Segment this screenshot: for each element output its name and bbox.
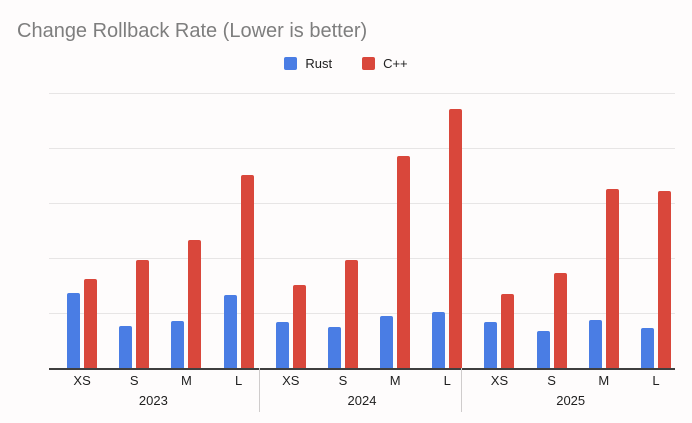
x-axis-size-labels: XS S M L XS S M L XS S M L	[49, 373, 675, 389]
legend-label: C++	[383, 56, 408, 71]
x-tick-label-2025-s: S	[547, 373, 556, 388]
legend-item-cpp[interactable]: C++	[362, 56, 408, 71]
bar-rust-2024-m	[380, 316, 394, 368]
bar-group-2023-s	[101, 93, 153, 368]
x-year-label-2023: 2023	[138, 393, 168, 408]
bar-cpp-2024-s	[344, 260, 358, 368]
bar-group-2025-xs	[466, 93, 518, 368]
bar-group-2025-l	[623, 93, 675, 368]
bar-rust-2024-l	[432, 312, 446, 368]
legend: Rust C++	[0, 56, 692, 71]
bar-cpp-2025-xs	[501, 294, 515, 368]
x-tick-label-2024-xs: XS	[282, 373, 300, 388]
legend-swatch-icon	[284, 57, 298, 70]
bar-group-2024-xs	[258, 93, 310, 368]
bar-cpp-2023-xs	[84, 279, 98, 368]
year-group-separator	[461, 368, 462, 412]
bar-cpp-2025-l	[657, 191, 671, 368]
x-tick-label-2024-m: M	[389, 373, 401, 388]
x-tick-label-2023-m: M	[181, 373, 192, 388]
bar-group-2024-m	[362, 93, 414, 368]
year-group-separator	[259, 368, 260, 412]
bar-group-2024-l	[414, 93, 466, 368]
bar-rust-2023-l	[223, 295, 237, 368]
legend-item-rust[interactable]: Rust	[284, 56, 332, 71]
bar-cpp-2023-l	[240, 175, 254, 368]
gridline	[49, 148, 675, 149]
x-tick-label-2024-s: S	[338, 373, 348, 388]
x-tick-label-2025-m: M	[598, 373, 610, 388]
bar-rust-2023-m	[171, 321, 185, 368]
x-tick-label-2023-l: L	[234, 373, 243, 388]
x-tick-label-2024-l: L	[443, 373, 451, 388]
gridline	[49, 313, 675, 314]
chart-title: Change Rollback Rate (Lower is better)	[17, 20, 368, 42]
bar-cpp-2023-m	[188, 240, 202, 368]
bar-group-2023-m	[153, 93, 205, 368]
bar-group-2024-s	[310, 93, 362, 368]
bar-cpp-2024-l	[449, 109, 463, 368]
bar-rust-2023-xs	[67, 293, 81, 368]
bar-rust-2024-xs	[275, 322, 289, 368]
gridline	[49, 93, 675, 94]
bar-rust-2025-m	[588, 320, 602, 368]
bar-cpp-2025-s	[553, 273, 567, 368]
x-tick-label-2025-l: L	[652, 373, 660, 388]
x-tick-label-2023-xs: XS	[73, 373, 91, 388]
x-year-label-2025: 2025	[556, 393, 586, 408]
bar-rust-2025-l	[640, 328, 654, 368]
bar-group-2023-l	[206, 93, 258, 368]
bar-cpp-2025-m	[605, 189, 619, 368]
gridline	[49, 203, 675, 204]
bar-rust-2024-s	[327, 327, 341, 368]
gridline	[49, 258, 675, 259]
legend-label: Rust	[305, 56, 333, 71]
bar-cpp-2024-xs	[292, 285, 306, 368]
bar-cpp-2023-s	[136, 260, 150, 368]
bar-cpp-2024-m	[397, 156, 411, 368]
x-tick-label-2023-s: S	[129, 373, 139, 388]
bar-rust-2025-xs	[484, 322, 498, 368]
bar-group-2025-m	[571, 93, 623, 368]
x-axis-year-labels: 2023 2024 2025	[49, 393, 675, 409]
bar-group-2023-xs	[49, 93, 101, 368]
bar-group-2025-s	[519, 93, 571, 368]
legend-swatch-icon	[362, 57, 376, 70]
x-tick-label-2025-xs: XS	[490, 373, 509, 388]
bar-rust-2023-s	[119, 326, 133, 368]
plot-area	[49, 93, 675, 370]
bars-container	[49, 93, 675, 368]
x-year-label-2024: 2024	[347, 393, 377, 408]
bar-rust-2025-s	[536, 331, 550, 368]
